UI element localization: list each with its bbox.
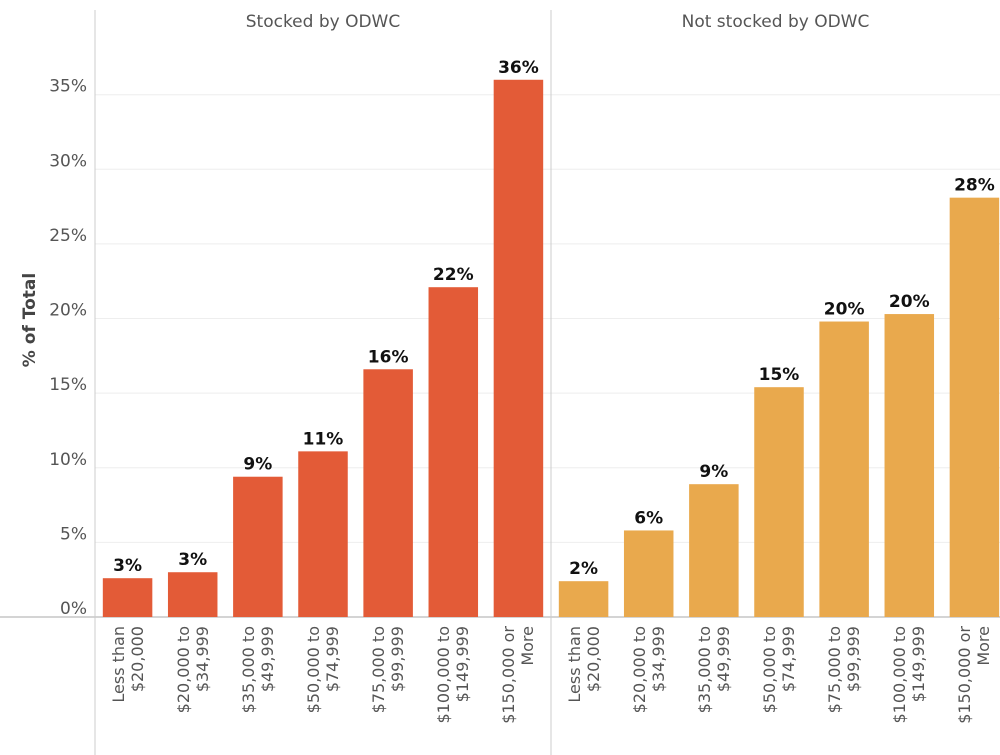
panel-title: Not stocked by ODWC	[682, 12, 870, 32]
x-tick-label: $20,000 to $34,999	[173, 626, 212, 714]
y-axis-label: % of Total	[20, 273, 40, 367]
value-label: 20%	[824, 300, 865, 320]
y-tick-label: 30%	[49, 151, 87, 171]
bar	[623, 530, 674, 617]
x-tick-label: $100,000 to $149,999	[434, 626, 473, 724]
value-label: 3%	[113, 556, 142, 576]
bar	[558, 581, 609, 617]
x-tick-label: $75,000 to $99,999	[369, 626, 408, 714]
value-label: 20%	[889, 292, 930, 312]
bar	[167, 572, 218, 617]
x-tick-label: $150,000 or More	[955, 626, 994, 724]
bar	[298, 451, 348, 617]
bar	[754, 387, 804, 617]
value-label: 11%	[303, 429, 344, 449]
bar	[949, 197, 1000, 617]
bar	[363, 369, 413, 617]
y-tick-label: 5%	[60, 524, 87, 544]
bar	[689, 484, 739, 617]
x-tick-label: $35,000 to $49,999	[694, 626, 733, 714]
x-tick-label: $150,000 or More	[499, 626, 538, 724]
y-tick-label: 10%	[49, 450, 87, 470]
value-label: 36%	[498, 58, 539, 78]
x-tick-label: $35,000 to $49,999	[238, 626, 277, 714]
x-tick-label: $100,000 to $149,999	[890, 626, 929, 724]
bar	[102, 578, 153, 617]
y-tick-label: 15%	[49, 375, 87, 395]
x-tick-label: Less than $20,000	[108, 626, 147, 703]
x-tick-label: $75,000 to $99,999	[825, 626, 864, 714]
value-label: 9%	[243, 455, 272, 475]
y-tick-label: 35%	[49, 77, 87, 97]
x-tick-label: Less than $20,000	[564, 626, 603, 703]
y-tick-label: 0%	[60, 599, 87, 619]
value-label: 6%	[634, 508, 663, 528]
y-tick-label: 25%	[49, 226, 87, 246]
value-label: 28%	[954, 176, 995, 196]
x-tick-label: $20,000 to $34,999	[629, 626, 668, 714]
bar	[884, 314, 935, 617]
bar	[819, 321, 869, 617]
x-tick-label: $50,000 to $74,999	[760, 626, 798, 714]
value-label: 22%	[433, 265, 474, 285]
bar	[428, 287, 479, 617]
value-label: 2%	[569, 559, 598, 579]
value-label: 15%	[759, 365, 800, 385]
panel-title: Stocked by ODWC	[246, 12, 401, 32]
x-tick-label: $50,000 to $74,999	[304, 626, 342, 714]
value-label: 16%	[368, 347, 409, 367]
value-label: 3%	[178, 550, 207, 570]
bar	[233, 476, 283, 617]
value-label: 9%	[699, 462, 728, 482]
bar	[493, 79, 544, 618]
y-tick-label: 20%	[49, 301, 87, 321]
